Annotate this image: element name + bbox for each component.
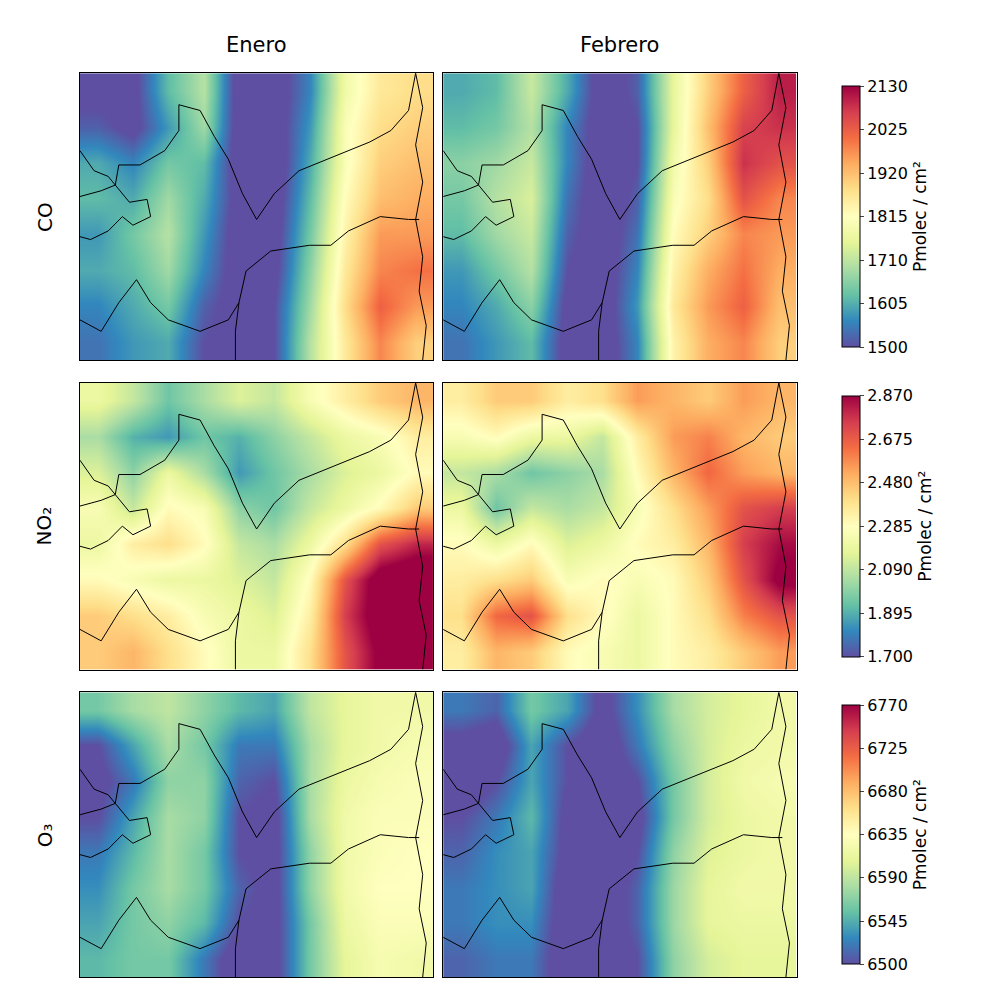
svg-text:6590: 6590 xyxy=(867,868,908,887)
svg-text:1605: 1605 xyxy=(867,294,908,313)
svg-text:6680: 6680 xyxy=(867,782,908,801)
svg-text:O₃: O₃ xyxy=(33,823,57,847)
svg-text:2.480: 2.480 xyxy=(867,473,913,492)
svg-text:Pmolec / cm²: Pmolec / cm² xyxy=(910,161,930,272)
svg-text:Febrero: Febrero xyxy=(580,33,659,57)
svg-text:1.895: 1.895 xyxy=(867,604,913,623)
svg-text:6770: 6770 xyxy=(867,696,908,715)
svg-text:1815: 1815 xyxy=(867,207,908,226)
svg-text:2130: 2130 xyxy=(867,77,908,96)
svg-text:2.870: 2.870 xyxy=(867,386,913,405)
svg-text:6725: 6725 xyxy=(867,739,908,758)
svg-text:2.090: 2.090 xyxy=(867,560,913,579)
svg-text:6635: 6635 xyxy=(867,825,908,844)
svg-text:1920: 1920 xyxy=(867,164,908,183)
svg-text:1500: 1500 xyxy=(867,338,908,357)
svg-text:CO: CO xyxy=(33,202,57,232)
svg-text:Enero: Enero xyxy=(226,33,287,57)
svg-text:2.285: 2.285 xyxy=(867,517,913,536)
svg-text:1710: 1710 xyxy=(867,251,908,270)
svg-text:2025: 2025 xyxy=(867,120,908,139)
svg-text:6545: 6545 xyxy=(867,912,908,931)
svg-text:Pmolec / cm²: Pmolec / cm² xyxy=(910,779,930,890)
svg-text:2.675: 2.675 xyxy=(867,430,913,449)
svg-text:Pmolec / cm²: Pmolec / cm² xyxy=(915,471,935,582)
svg-text:NO₂: NO₂ xyxy=(32,507,56,546)
svg-text:6500: 6500 xyxy=(867,955,908,974)
svg-text:1.700: 1.700 xyxy=(867,647,913,666)
